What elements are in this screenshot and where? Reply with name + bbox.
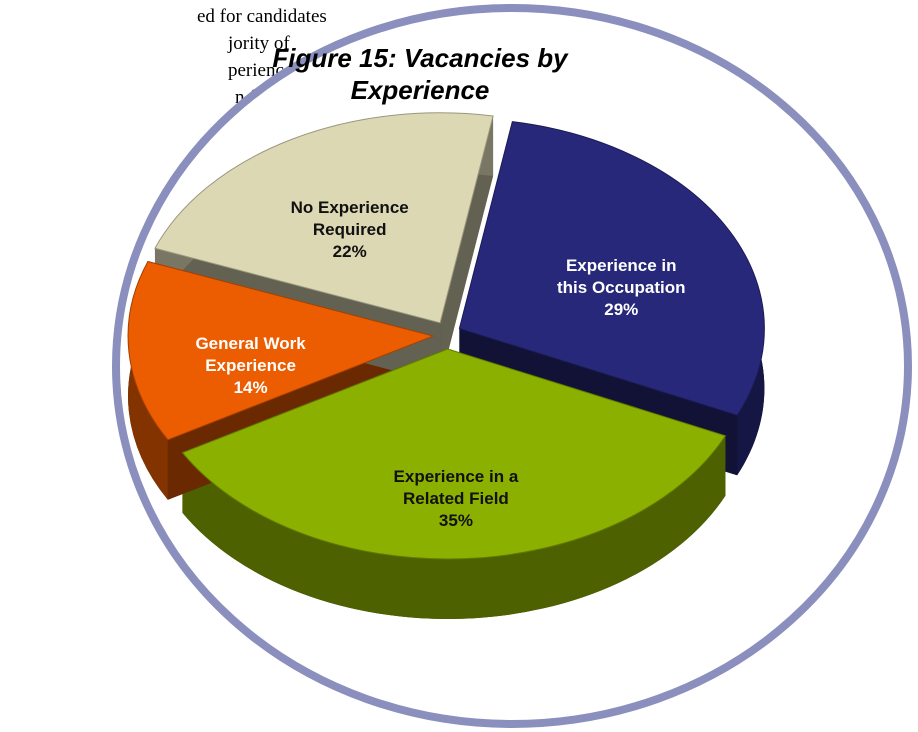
value-label: 22% — [332, 241, 367, 261]
category-label: Experience in a Related Field — [393, 467, 519, 509]
value-label: 14% — [233, 378, 268, 398]
slice — [154, 112, 494, 324]
body-text: ed for candidates — [197, 6, 327, 27]
value-label: 35% — [438, 511, 473, 531]
slice-side — [440, 116, 494, 383]
body-text: jority of — [228, 33, 290, 54]
slice-label: Experience in a Related Field 35% — [386, 466, 526, 532]
category-label: General Work Experience — [195, 334, 306, 376]
category-label: Experience in this Occupation — [557, 255, 686, 297]
slice-label: Experience in this Occupation 29% — [551, 255, 691, 321]
slice-label: General Work Experience 14% — [181, 333, 321, 399]
slice — [458, 121, 765, 416]
slice-label: No Experience Required 22% — [280, 197, 420, 263]
slice-wall — [182, 435, 726, 619]
slice — [181, 348, 727, 560]
category-label: No Experience Required — [290, 197, 409, 239]
value-label: 29% — [604, 299, 639, 319]
chart-title: Figure 15: Vacancies by Experience — [272, 43, 568, 105]
slice — [127, 260, 435, 441]
